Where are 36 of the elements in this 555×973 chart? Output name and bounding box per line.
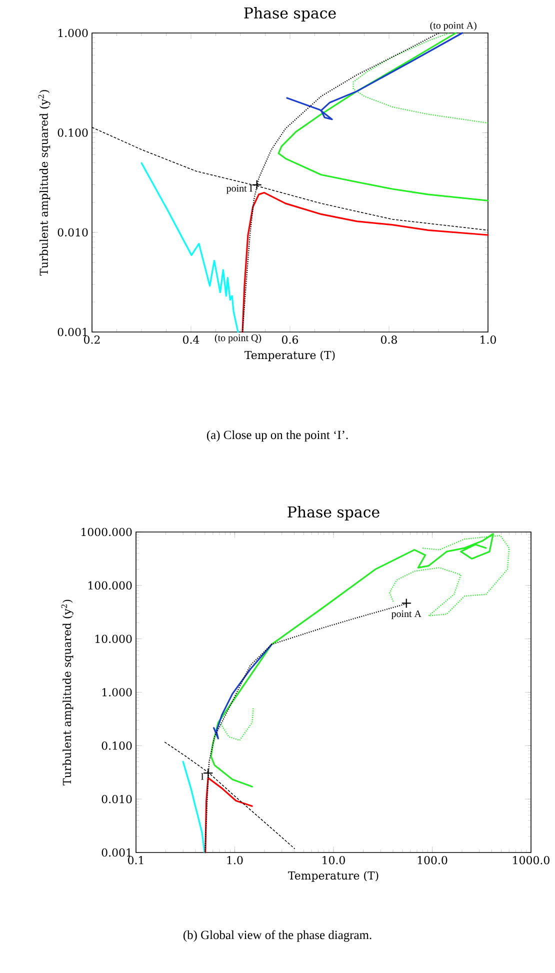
- chart-title: Phase space: [244, 7, 336, 22]
- x-tick-label: 0.8: [381, 336, 397, 344]
- text: (b) Global view of the phase diagram.: [183, 930, 372, 942]
- y-tick-label: 0.010: [102, 794, 132, 804]
- text: (a) Close up on the point ‘I’.: [206, 430, 348, 442]
- annotation: point A: [391, 610, 422, 620]
- annotation: (to point A): [430, 22, 476, 31]
- annotation: I: [201, 773, 204, 780]
- y-tick-label: 0.001: [58, 328, 87, 336]
- y-tick-label: 1.000: [102, 688, 132, 696]
- line-series: [278, 32, 489, 202]
- y-tick-label: 0.100: [58, 128, 88, 137]
- x-tick-label: 100.0: [418, 856, 448, 864]
- y-tick-label: 0.001: [102, 848, 131, 857]
- x-tick-label: 1.0: [480, 336, 496, 344]
- chart-title: Phase space: [288, 506, 380, 520]
- y-tick-label: 100.000: [88, 581, 132, 590]
- x-tick-label: 1.0: [227, 856, 243, 864]
- y-axis-title: Turbulent amplitude squared (y$^{2}$): [61, 600, 74, 786]
- x-tick-label: 1000.0: [513, 856, 550, 864]
- y-tick-label: 1.000: [58, 28, 88, 38]
- y-tick-label: 0.100: [102, 742, 132, 750]
- annotation: (to point Q): [214, 334, 262, 344]
- y-axis-title: Turbulent amplitude squared (y$^{2}$): [38, 90, 50, 276]
- x-tick-label: 0.1: [128, 856, 144, 864]
- x-axis-title: Temperature (T): [288, 871, 378, 882]
- x-tick-label: 10.0: [322, 856, 345, 864]
- x-axis-title: Temperature (T): [244, 350, 335, 362]
- y-tick-label: 1000.000: [82, 528, 132, 536]
- x-tick-label: 0.2: [84, 336, 100, 344]
- line-series: [286, 32, 464, 120]
- annotation: point I: [226, 184, 252, 194]
- x-tick-label: 0.4: [183, 336, 200, 344]
- y-tick-label: 0.010: [58, 228, 88, 236]
- x-tick-label: 0.6: [282, 336, 298, 344]
- y-tick-label: 10.000: [95, 634, 132, 643]
